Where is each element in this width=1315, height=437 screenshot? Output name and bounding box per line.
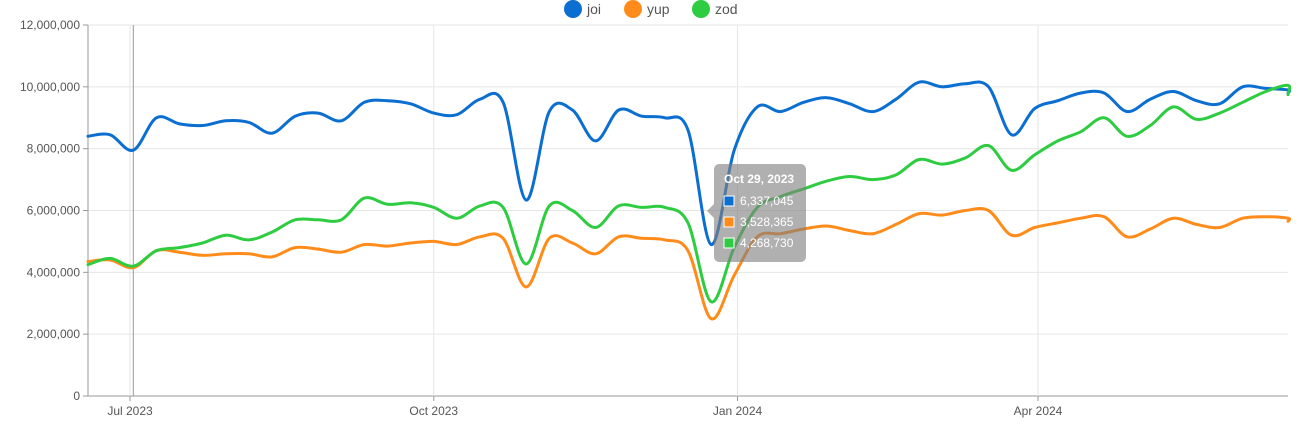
tooltip-title: Oct 29, 2023 xyxy=(724,172,794,186)
tooltip-swatch-zod xyxy=(723,237,735,249)
tooltip-swatch-joi xyxy=(723,195,735,207)
y-tick-label: 8,000,000 xyxy=(27,142,81,156)
tooltip: Oct 29, 2023 6,337,045 3,528,365 4,268,730 xyxy=(707,164,806,262)
legend-marker-yup xyxy=(624,0,642,18)
tooltip-swatch-yup xyxy=(723,216,735,228)
tooltip-value-joi: 6,337,045 xyxy=(740,194,794,208)
tooltip-background xyxy=(714,164,806,262)
x-tick-label: Oct 2023 xyxy=(409,404,458,418)
legend-item-joi[interactable]: joi xyxy=(564,0,601,18)
y-tick-label: 6,000,000 xyxy=(27,204,81,218)
tooltip-box: Oct 29, 2023 6,337,045 3,528,365 4,268,730 xyxy=(707,164,806,262)
legend-label-zod: zod xyxy=(715,1,738,17)
grid xyxy=(88,24,1288,397)
series-lines xyxy=(86,80,1292,321)
axes: 0 2,000,000 4,000,000 6,000,000 8,000,000 10,… xyxy=(20,18,1063,418)
legend-label-yup: yup xyxy=(647,1,670,17)
legend-marker-joi xyxy=(564,0,582,18)
legend-item-zod[interactable]: zod xyxy=(692,0,738,18)
series-line-yup[interactable] xyxy=(86,206,1292,321)
y-tick-label: 0 xyxy=(73,389,80,403)
legend[interactable]: joi yup zod xyxy=(564,0,738,18)
tooltip-caret xyxy=(707,204,714,218)
x-tick-label: Apr 2024 xyxy=(1014,404,1063,418)
y-tick-label: 4,000,000 xyxy=(27,265,81,279)
series-line-zod[interactable] xyxy=(86,83,1292,304)
y-tick-label: 12,000,000 xyxy=(20,18,80,32)
legend-label-joi: joi xyxy=(586,1,601,17)
y-tick-label: 2,000,000 xyxy=(27,327,81,341)
legend-marker-zod xyxy=(692,0,710,18)
x-tick-label: Jan 2024 xyxy=(713,404,763,418)
legend-item-yup[interactable]: yup xyxy=(624,0,670,18)
tooltip-value-zod: 4,268,730 xyxy=(740,236,794,250)
series-line-joi[interactable] xyxy=(86,80,1292,247)
x-tick-label: Jul 2023 xyxy=(107,404,153,418)
tooltip-value-yup: 3,528,365 xyxy=(740,215,794,229)
y-tick-label: 10,000,000 xyxy=(20,80,80,94)
